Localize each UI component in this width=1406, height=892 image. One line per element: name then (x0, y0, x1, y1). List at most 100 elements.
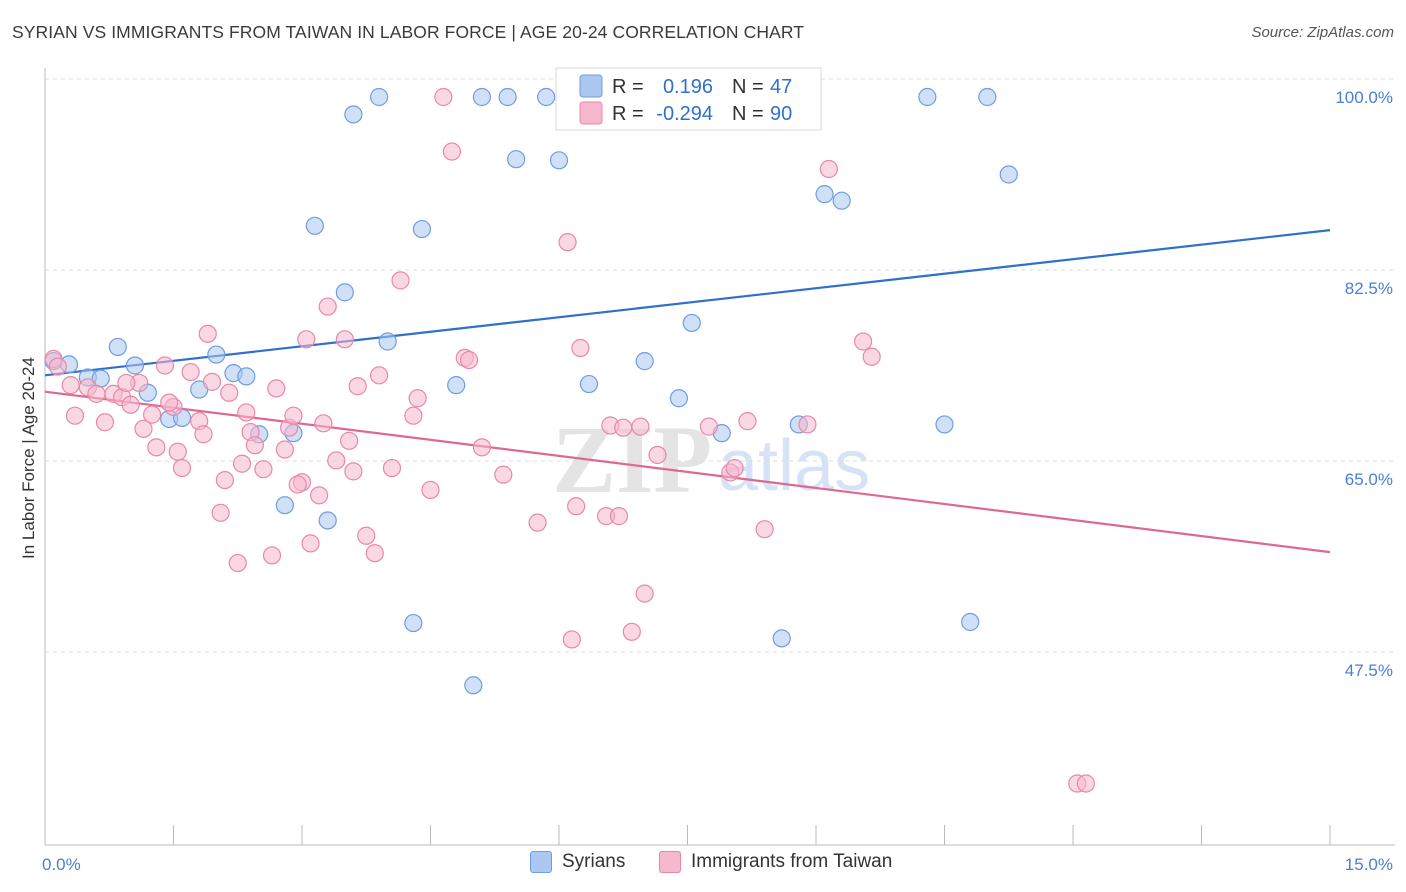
point-taiwan (228, 553, 247, 573)
point-taiwan (310, 486, 329, 505)
point-syrians (549, 151, 569, 170)
point-syrians (378, 332, 397, 351)
point-taiwan (798, 415, 817, 434)
trend-lines (44, 229, 1331, 554)
point-syrians (404, 613, 423, 633)
point-taiwan (95, 413, 115, 432)
point-taiwan (357, 526, 376, 545)
point-taiwan (318, 297, 337, 316)
point-syrians (207, 345, 226, 364)
point-syrians (999, 165, 1018, 184)
point-taiwan (1076, 774, 1095, 793)
y-axis-label: In Labor Force | Age 20-24 (19, 357, 38, 559)
point-taiwan (614, 418, 633, 437)
point-taiwan (631, 417, 650, 436)
point-taiwan (155, 356, 175, 375)
point-syrians (318, 511, 337, 530)
point-taiwan (245, 436, 264, 455)
point-taiwan (609, 507, 629, 526)
point-taiwan (198, 324, 217, 343)
legend-label-taiwan: Immigrants from Taiwan (691, 851, 893, 872)
point-taiwan (738, 412, 757, 431)
point-taiwan (648, 445, 667, 465)
point-taiwan (194, 425, 213, 444)
point-taiwan (65, 406, 85, 425)
legend-n-value-1: 47 (770, 76, 792, 98)
axes (44, 68, 1395, 846)
legend-swatch-taiwan (579, 101, 603, 125)
point-taiwan (755, 520, 774, 539)
point-syrians (961, 612, 980, 632)
point-taiwan (562, 630, 581, 649)
point-syrians (108, 337, 127, 357)
point-syrians (772, 629, 791, 648)
legend-item-taiwan: Immigrants from Taiwan (659, 851, 892, 873)
point-taiwan (382, 458, 402, 478)
point-taiwan (87, 384, 106, 403)
chart-title: SYRIAN VS IMMIGRANTS FROM TAIWAN IN LABO… (12, 22, 805, 42)
legend-r-label-1: R = (612, 76, 644, 98)
x-tick-label: 0.0% (42, 855, 81, 874)
point-syrians (335, 283, 354, 302)
point-taiwan (61, 376, 80, 395)
point-syrians (412, 219, 432, 239)
point-taiwan (262, 546, 282, 565)
point-taiwan (442, 142, 462, 161)
point-taiwan (348, 377, 367, 396)
point-taiwan (48, 357, 67, 376)
point-taiwan (365, 544, 384, 563)
bottom-legend: Syrians Immigrants from Taiwan (0, 851, 1406, 879)
legend-item-syrians: Syrians (530, 851, 625, 873)
point-syrians (464, 676, 483, 695)
x-tick-labels: 0.0% 15.0% (42, 855, 1393, 874)
point-taiwan (220, 383, 239, 402)
point-syrians (275, 496, 294, 515)
point-taiwan (237, 403, 256, 422)
y-tick-label: 65.0% (1345, 470, 1393, 489)
point-taiwan (472, 438, 491, 457)
legend-r-value-2: -0.294 (656, 103, 713, 125)
point-taiwan (340, 431, 359, 450)
point-taiwan (571, 338, 590, 358)
point-syrians (472, 87, 491, 107)
point-taiwan (699, 417, 719, 436)
point-taiwan (254, 460, 273, 479)
point-taiwan (862, 347, 881, 366)
point-syrians (507, 150, 526, 169)
point-taiwan (567, 497, 586, 516)
legend-label-syrians: Syrians (562, 851, 626, 872)
point-syrians (370, 87, 389, 107)
point-taiwan (181, 362, 200, 382)
trend-line-syrians (44, 229, 1331, 377)
point-taiwan (232, 454, 252, 473)
point-taiwan (459, 350, 479, 370)
y-tick-label: 47.5% (1345, 661, 1393, 680)
legend-n-value-2: 90 (770, 103, 792, 125)
point-taiwan (854, 332, 873, 351)
point-syrians (237, 367, 256, 386)
point-syrians (635, 352, 654, 371)
point-syrians (669, 389, 689, 408)
point-taiwan (121, 395, 140, 414)
y-tick-label: 100.0% (1335, 88, 1393, 107)
x-tick-label: 15.0% (1345, 855, 1393, 874)
point-taiwan (314, 414, 333, 433)
point-syrians (918, 87, 937, 107)
point-taiwan (297, 330, 316, 349)
point-taiwan (370, 366, 389, 385)
point-taiwan (134, 419, 153, 438)
point-taiwan (622, 622, 641, 641)
point-taiwan (284, 406, 303, 425)
data-points (44, 87, 1095, 793)
point-syrians (579, 374, 599, 394)
point-taiwan (725, 458, 744, 478)
legend-n-label-1: N = (732, 76, 764, 98)
trend-line-taiwan (44, 390, 1331, 554)
point-taiwan (327, 451, 346, 470)
point-taiwan (275, 440, 294, 459)
point-taiwan (635, 584, 654, 603)
legend-swatch-syrians (579, 74, 603, 98)
point-taiwan (117, 373, 136, 393)
point-taiwan (215, 470, 234, 490)
